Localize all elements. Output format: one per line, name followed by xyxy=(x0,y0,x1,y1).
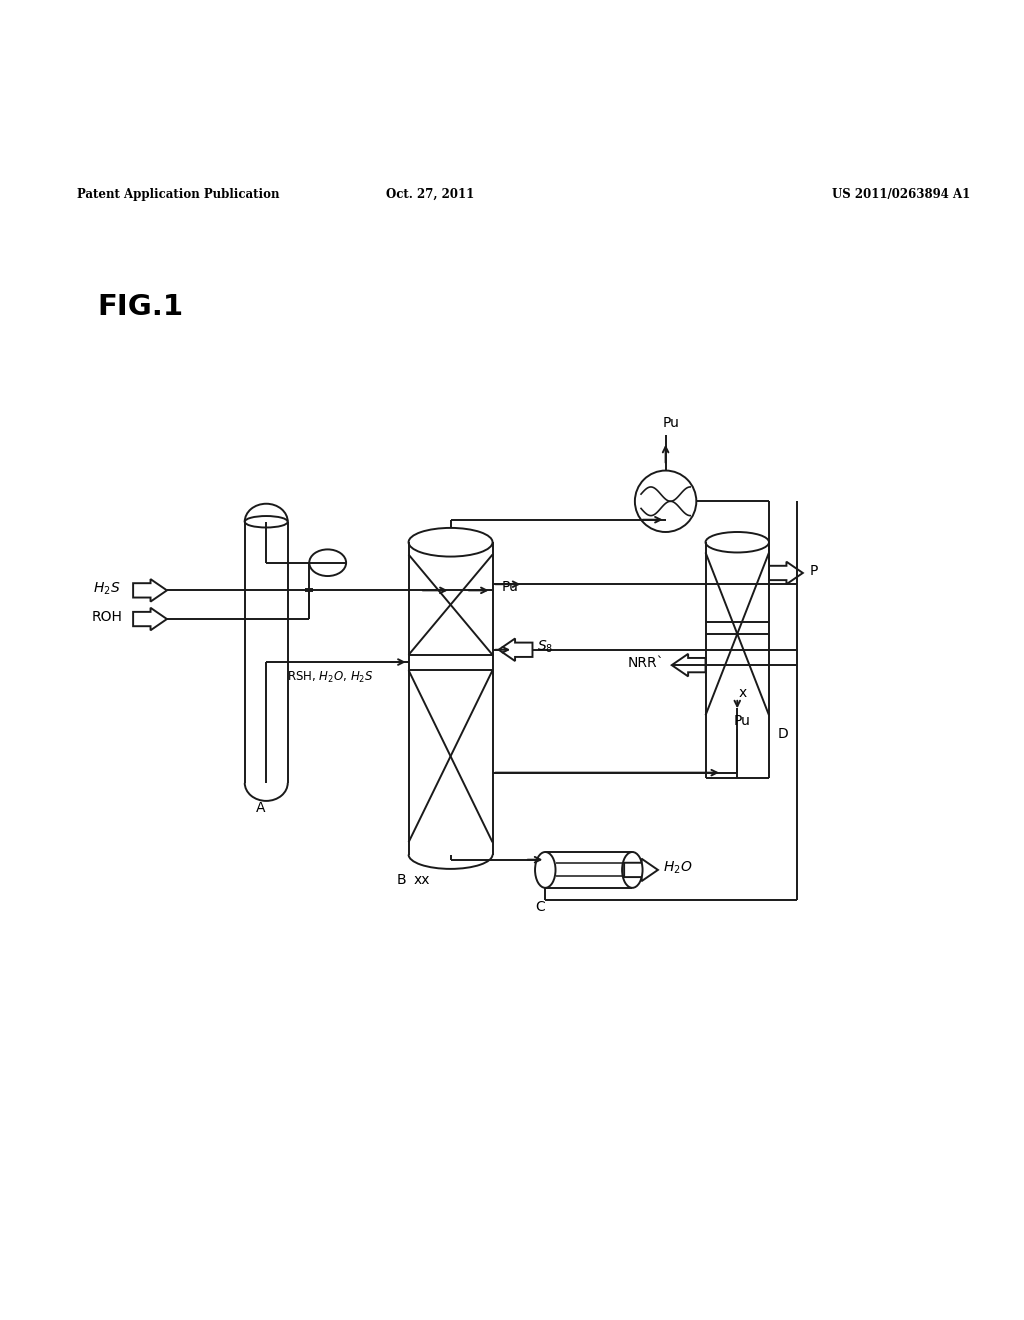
Text: P: P xyxy=(810,564,818,578)
Ellipse shape xyxy=(535,851,555,888)
Text: xx: xx xyxy=(414,873,430,887)
Text: C: C xyxy=(536,900,545,915)
Text: RSH, $H_2O$, $H_2S$: RSH, $H_2O$, $H_2S$ xyxy=(287,671,374,685)
Text: $H_2O$: $H_2O$ xyxy=(664,859,692,876)
Text: $H_2S$: $H_2S$ xyxy=(93,579,121,597)
Text: x: x xyxy=(738,686,746,700)
Text: A: A xyxy=(256,801,266,816)
Text: Oct. 27, 2011: Oct. 27, 2011 xyxy=(386,187,474,201)
Text: Patent Application Publication: Patent Application Publication xyxy=(77,187,280,201)
Text: NRR`: NRR` xyxy=(628,656,665,671)
Text: B: B xyxy=(397,873,407,887)
Text: Pu: Pu xyxy=(663,416,679,429)
Text: Pu: Pu xyxy=(734,714,751,729)
Text: FIG.1: FIG.1 xyxy=(97,293,183,321)
Text: ROH: ROH xyxy=(92,610,123,624)
Text: Pu: Pu xyxy=(502,581,518,594)
Text: D: D xyxy=(777,726,787,741)
Text: $S_8$: $S_8$ xyxy=(537,639,553,655)
Text: US 2011/0263894 A1: US 2011/0263894 A1 xyxy=(831,187,971,201)
